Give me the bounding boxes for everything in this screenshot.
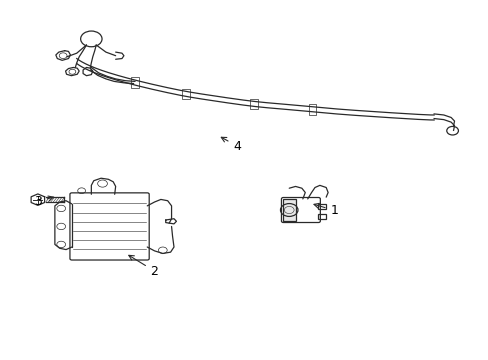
- Text: 4: 4: [221, 137, 241, 153]
- Bar: [318, 214, 325, 219]
- Bar: [308, 104, 316, 114]
- Bar: [182, 89, 190, 99]
- Bar: [283, 199, 295, 221]
- Text: 2: 2: [128, 255, 158, 278]
- Text: 3: 3: [34, 195, 53, 208]
- Bar: [283, 199, 295, 221]
- Bar: [131, 77, 139, 88]
- Text: 1: 1: [313, 203, 338, 217]
- Bar: [318, 204, 325, 209]
- Bar: [250, 99, 258, 109]
